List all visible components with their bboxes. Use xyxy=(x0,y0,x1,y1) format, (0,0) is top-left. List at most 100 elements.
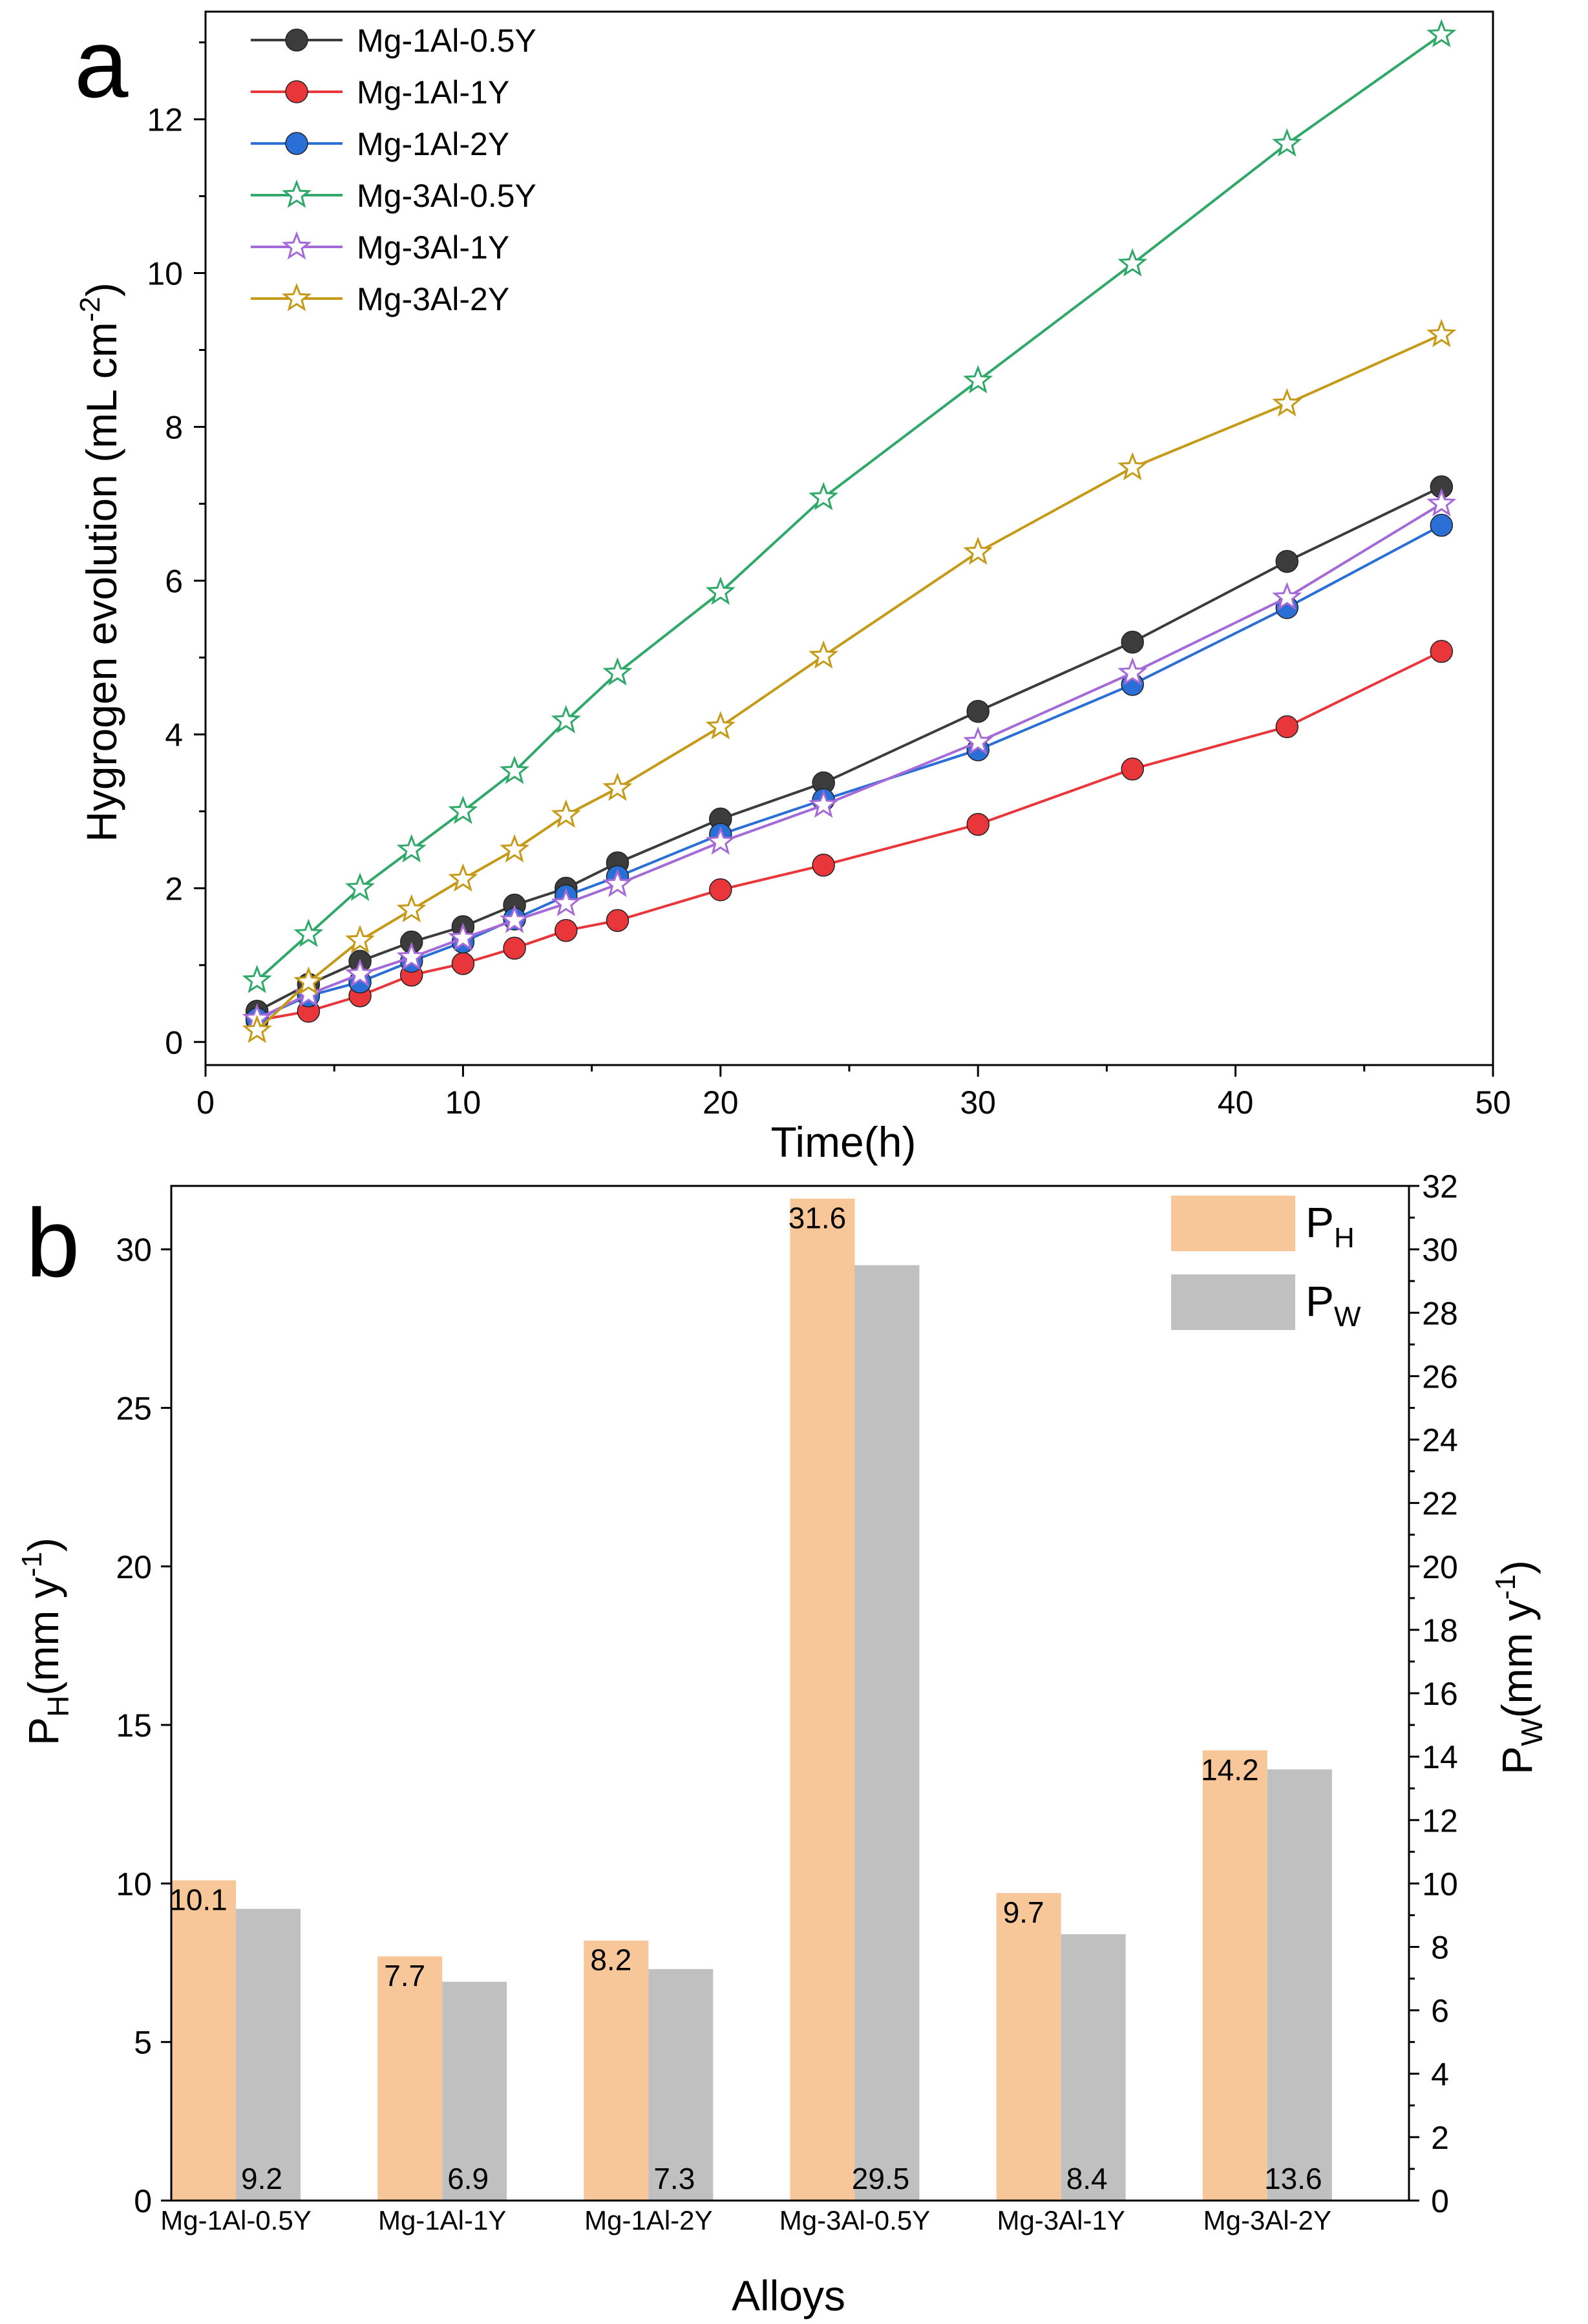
panel-a-point xyxy=(705,576,736,605)
panel-b: b PH(mm y-1) PW(mm y-1) Alloys 10.19.2Mg… xyxy=(16,1168,1549,2319)
panel-b-legend-swatch xyxy=(1171,1274,1295,1330)
panel-a-legend-label: Mg-1Al-1Y xyxy=(357,74,509,111)
panel-a-series-line xyxy=(256,502,1443,1020)
panel-b-right-tick-label: 4 xyxy=(1431,2056,1449,2093)
panel-b-bar-pw-label: 29.5 xyxy=(852,2162,910,2195)
panel-a-point xyxy=(1275,715,1299,739)
panel-b-left-tick-label: 30 xyxy=(116,1232,152,1268)
panel-b-category-label: Mg-3Al-0.5Y xyxy=(779,2205,930,2235)
panel-b-letter: b xyxy=(26,1188,79,1297)
panel-b-legend-label: PH xyxy=(1306,1198,1355,1254)
panel-a-point xyxy=(705,711,736,740)
panel-a-point xyxy=(709,878,732,902)
panel-b-bar-ph xyxy=(171,1880,236,2201)
panel-b-bar-ph xyxy=(996,1893,1061,2201)
panel-a-legend-label: Mg-1Al-2Y xyxy=(357,126,509,162)
panel-a-series-Mg-3Al-2Y xyxy=(242,319,1457,1044)
panel-b-bar-pw xyxy=(1267,1769,1332,2201)
panel-b-category-label: Mg-1Al-1Y xyxy=(378,2205,506,2235)
panel-a-ylabel-sup: -2 xyxy=(74,297,106,322)
panel-b-right-tick-label: 32 xyxy=(1422,1168,1458,1205)
panel-a-legend-marker xyxy=(281,231,312,260)
panel-b-legend-item: PH xyxy=(1171,1196,1355,1254)
panel-a-x-tick-label: 20 xyxy=(703,1084,739,1121)
panel-a-y-tick-label: 12 xyxy=(147,102,183,138)
panel-a-point xyxy=(602,657,633,686)
panel-b-legend-item: PW xyxy=(1171,1274,1361,1333)
panel-b-category-label: Mg-1Al-0.5Y xyxy=(160,2205,311,2235)
panel-b-bar-ph xyxy=(377,1956,443,2201)
panel-a-point xyxy=(1117,248,1148,277)
panel-b-bar-ph-label: 10.1 xyxy=(169,1883,228,1916)
panel-b-bar-ph-label: 31.6 xyxy=(789,1201,847,1235)
panel-a-legend-marker xyxy=(285,132,308,155)
panel-b-left-tick-label: 15 xyxy=(116,1707,152,1744)
panel-a-x-tick-label: 40 xyxy=(1218,1084,1254,1121)
panel-b-right-tick-label: 26 xyxy=(1422,1358,1458,1395)
panel-b-bar-pw-label: 13.6 xyxy=(1264,2162,1322,2195)
panel-b-right-tick-label: 8 xyxy=(1431,1930,1449,1966)
panel-a-point xyxy=(448,922,478,951)
panel-a-point xyxy=(293,966,324,995)
panel-b-left-ylabel-close: ) xyxy=(19,1537,67,1552)
panel-b-right-tick-label: 28 xyxy=(1422,1295,1458,1331)
panel-a-point xyxy=(500,755,530,785)
panel-b-bar-ph-label: 7.7 xyxy=(384,1959,425,1992)
panel-b-category-label: Mg-3Al-2Y xyxy=(1203,2205,1331,2235)
panel-a-point xyxy=(448,796,478,824)
panel-a-point xyxy=(966,699,990,723)
panel-b-right-ylabel-close: ) xyxy=(1493,1560,1541,1574)
panel-a-point xyxy=(345,958,376,988)
panel-a-x-tick-label: 50 xyxy=(1475,1084,1511,1121)
panel-a-series-Mg-1Al-0.5Y xyxy=(245,475,1454,1023)
panel-b-bar-ph xyxy=(1202,1750,1267,2201)
panel-a-ylabel-close: ) xyxy=(78,282,125,297)
panel-b-bar-ph-label: 9.7 xyxy=(1003,1896,1044,1929)
panel-a-point xyxy=(812,853,835,877)
panel-b-right-tick-label: 0 xyxy=(1431,2183,1449,2219)
panel-b-bar-ph-label: 14.2 xyxy=(1201,1753,1259,1786)
panel-a-point xyxy=(606,909,630,933)
panel-a-point xyxy=(242,1015,272,1044)
panel-a-y-tick-label: 10 xyxy=(147,256,183,292)
panel-a-plot-area: 0 10 20 30 40 50 0 2 4 6 8 10 12 Mg-1Al-0.5Y Mg-1Al-1Y… xyxy=(147,10,1511,1121)
panel-a-point xyxy=(242,964,272,993)
panel-b-right-tick-label: 2 xyxy=(1431,2120,1449,2156)
panel-b-right-tick-label: 18 xyxy=(1422,1612,1458,1649)
panel-a-series-Mg-1Al-1Y xyxy=(245,640,1454,1032)
legend-label-base: P xyxy=(1306,1277,1334,1325)
panel-a-point xyxy=(345,872,376,901)
panel-a-x-axis-title: Time(h) xyxy=(771,1118,916,1166)
panel-a-series-Mg-3Al-1Y xyxy=(242,488,1457,1032)
panel-a-point xyxy=(1117,452,1148,481)
panel-a-y-tick-label: 6 xyxy=(165,563,183,599)
panel-a-legend-label: Mg-3Al-1Y xyxy=(357,229,509,266)
panel-a-legend: Mg-1Al-0.5Y Mg-1Al-1Y Mg-1Al-2Y Mg-3Al-0.5Y… xyxy=(251,23,536,317)
panel-a-point xyxy=(1426,488,1457,517)
panel-a: a Hygrogen evolution (mL cm-2) Time(h) 0… xyxy=(74,9,1511,1166)
panel-b-right-tick-label: 14 xyxy=(1422,1739,1458,1775)
panel-a-legend-item: Mg-1Al-1Y xyxy=(251,74,509,111)
panel-a-y-tick-label: 0 xyxy=(165,1024,183,1061)
panel-a-y-tick-label: 4 xyxy=(165,717,183,753)
panel-b-bar-ph xyxy=(790,1198,855,2201)
panel-a-legend-item: Mg-1Al-0.5Y xyxy=(251,23,536,59)
panel-b-bars: 10.1 9.2 Mg-1Al-0.5Y 7.7 6.9 Mg-1Al-1Y 8.2 7.3 M… xyxy=(160,1198,1332,2235)
panel-a-point xyxy=(705,826,736,855)
panel-a-point xyxy=(503,936,526,960)
panel-a-point xyxy=(396,894,427,923)
panel-a-ylabel-base: Hygrogen evolution (mL cm xyxy=(78,322,125,842)
panel-a-series-line xyxy=(256,333,1443,1031)
panel-b-plot-area: 10.1 9.2 Mg-1Al-0.5Y 7.7 6.9 Mg-1Al-1Y 8.2 7.3 M… xyxy=(116,1168,1457,2235)
panel-a-series-line xyxy=(257,650,1443,1022)
panel-a-point xyxy=(1426,19,1457,48)
panel-a-point xyxy=(1275,549,1299,573)
panel-a-legend-marker xyxy=(285,80,308,103)
panel-b-right-tick-label: 12 xyxy=(1422,1802,1458,1839)
panel-a-point xyxy=(396,942,427,971)
legend-label-sub: W xyxy=(1334,1301,1361,1333)
panel-a-series-line xyxy=(256,485,1443,1013)
panel-a-legend-label: Mg-3Al-0.5Y xyxy=(357,178,536,214)
panel-a-point xyxy=(1426,319,1457,348)
panel-a-point xyxy=(1430,514,1454,537)
